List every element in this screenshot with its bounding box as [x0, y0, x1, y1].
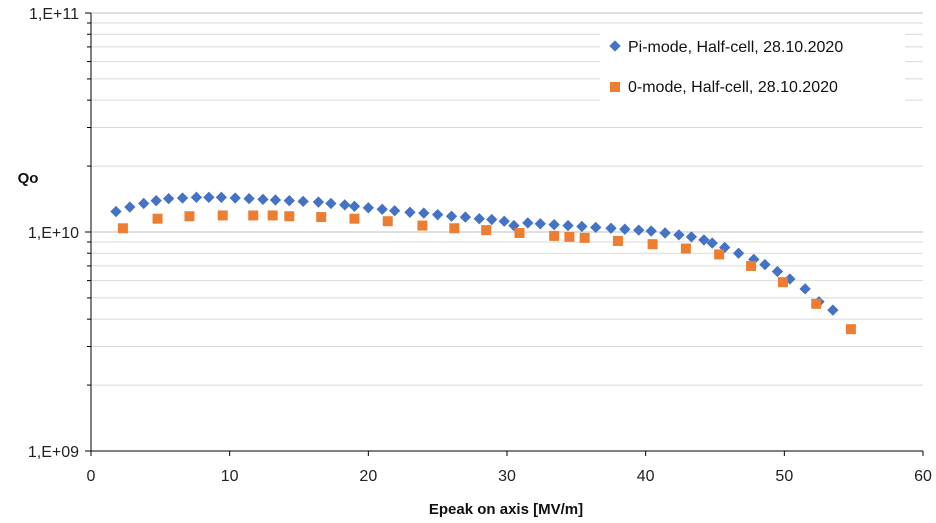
legend: Pi-mode, Half-cell, 28.10.2020 0-mode, H… — [600, 30, 905, 108]
data-point-pi-mode — [432, 209, 444, 221]
data-point-0-mode — [152, 213, 163, 224]
data-point-pi-mode — [685, 231, 698, 243]
axes — [85, 12, 924, 456]
data-point-pi-mode — [473, 213, 485, 225]
x-tick-labels: 0 10 20 30 40 50 60 — [87, 468, 932, 485]
data-point-0-mode — [217, 210, 228, 221]
data-point-0-mode — [449, 223, 460, 234]
data-point-0-mode — [284, 211, 295, 222]
data-point-pi-mode — [645, 225, 657, 237]
data-point-pi-mode — [418, 207, 430, 219]
data-point-pi-mode — [138, 197, 150, 210]
data-point-pi-mode — [706, 237, 718, 249]
legend-box — [600, 30, 905, 108]
data-point-pi-mode — [362, 202, 374, 214]
data-point-0-mode — [777, 277, 788, 288]
x-axis-title: Epeak on axis [MV/m] — [429, 501, 583, 518]
data-point-pi-mode — [150, 195, 162, 207]
data-point-0-mode — [117, 223, 128, 234]
legend-label-0-mode: 0-mode, Half-cell, 28.10.2020 — [628, 79, 838, 96]
data-point-pi-mode — [269, 194, 282, 206]
data-point-pi-mode — [562, 219, 574, 232]
data-point-0-mode — [746, 260, 757, 271]
data-point-pi-mode — [124, 201, 136, 213]
data-point-0-mode — [579, 232, 590, 243]
data-point-pi-mode — [486, 213, 498, 226]
data-point-0-mode — [417, 220, 428, 231]
x-tick-label: 50 — [775, 468, 793, 485]
data-point-pi-mode — [243, 192, 255, 205]
data-point-0-mode — [647, 239, 658, 250]
data-point-pi-mode — [176, 192, 189, 204]
x-tick-label: 60 — [914, 468, 932, 485]
data-point-pi-mode — [325, 197, 337, 210]
y-tick-labels: 1,E+09 1,E+10 1,E+11 — [28, 6, 79, 461]
data-point-pi-mode — [827, 304, 839, 316]
x-tick-label: 20 — [359, 468, 377, 485]
data-point-pi-mode — [229, 192, 241, 204]
data-point-0-mode — [382, 216, 393, 227]
data-point-0-mode — [316, 212, 327, 223]
data-point-pi-mode — [376, 203, 388, 215]
data-point-0-mode — [714, 249, 725, 260]
data-point-pi-mode — [339, 199, 351, 211]
x-tick-label: 0 — [87, 468, 96, 485]
x-tick-label: 40 — [637, 468, 655, 485]
data-point-pi-mode — [283, 195, 295, 207]
legend-marker-pi-mode — [609, 40, 621, 52]
data-point-pi-mode — [534, 218, 546, 230]
data-point-pi-mode — [619, 223, 631, 235]
legend-marker-0-mode — [610, 82, 620, 92]
data-point-0-mode — [845, 324, 856, 335]
data-point-0-mode — [349, 213, 360, 224]
legend-label-pi-mode: Pi-mode, Half-cell, 28.10.2020 — [628, 39, 843, 56]
data-point-pi-mode — [633, 224, 645, 236]
data-point-0-mode — [267, 210, 278, 221]
data-point-pi-mode — [257, 193, 269, 205]
data-point-pi-mode — [799, 283, 811, 295]
data-point-pi-mode — [203, 191, 215, 203]
series-pi-mode — [110, 191, 839, 316]
data-point-pi-mode — [459, 211, 472, 223]
data-point-pi-mode — [445, 210, 458, 222]
data-point-pi-mode — [522, 217, 534, 229]
data-point-0-mode — [248, 210, 259, 221]
data-point-0-mode — [811, 298, 822, 309]
data-point-0-mode — [481, 225, 492, 236]
data-point-pi-mode — [605, 222, 617, 234]
data-point-pi-mode — [498, 215, 510, 227]
data-point-pi-mode — [312, 196, 325, 208]
y-tick-label: 1,E+10 — [28, 225, 79, 242]
data-point-pi-mode — [759, 258, 771, 271]
data-point-pi-mode — [576, 220, 588, 233]
data-point-pi-mode — [297, 195, 309, 208]
data-point-pi-mode — [698, 234, 710, 246]
data-point-0-mode — [184, 211, 195, 222]
y-tick-label: 1,E+11 — [29, 6, 79, 23]
data-point-pi-mode — [404, 206, 416, 218]
data-point-pi-mode — [190, 191, 203, 203]
data-point-0-mode — [680, 243, 691, 254]
data-point-pi-mode — [771, 265, 784, 278]
data-point-pi-mode — [590, 221, 602, 234]
data-point-0-mode — [514, 227, 525, 238]
x-tick-label: 30 — [498, 468, 516, 485]
data-point-pi-mode — [162, 192, 175, 205]
y-axis-title: Qo — [18, 170, 39, 187]
data-point-0-mode — [564, 231, 575, 242]
data-point-pi-mode — [659, 227, 671, 239]
data-points — [110, 191, 856, 335]
data-point-pi-mode — [348, 200, 361, 212]
data-point-0-mode — [612, 235, 623, 246]
data-point-pi-mode — [548, 219, 560, 231]
data-point-pi-mode — [389, 205, 401, 217]
data-point-0-mode — [549, 230, 560, 241]
data-point-pi-mode — [732, 247, 745, 259]
data-point-pi-mode — [215, 191, 228, 203]
y-tick-label: 1,E+09 — [28, 444, 79, 461]
data-point-pi-mode — [673, 229, 685, 241]
x-tick-label: 10 — [221, 468, 239, 485]
series-0-mode — [117, 210, 856, 335]
